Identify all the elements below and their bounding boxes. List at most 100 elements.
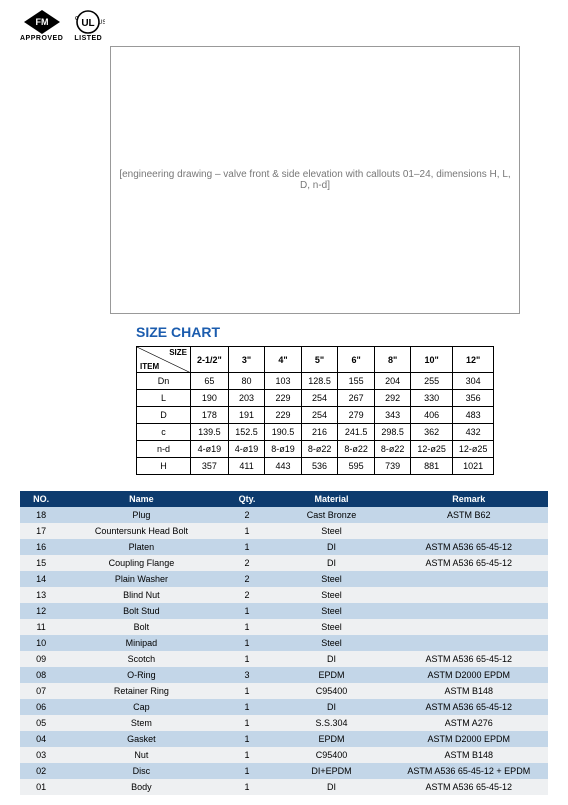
size-chart-row: D178191229254279343406483: [137, 407, 494, 424]
bom-row: 15Coupling Flange2DIASTM A536 65-45-12: [20, 555, 548, 571]
fm-subtext: APPROVED: [20, 35, 63, 42]
size-chart-title: SIZE CHART: [136, 324, 548, 340]
header-size-label: SIZE: [169, 348, 187, 357]
size-cell: 255: [411, 373, 453, 390]
bom-no: 02: [20, 763, 62, 779]
bom-qty: 1: [221, 747, 274, 763]
drawing-placeholder: [engineering drawing – valve front & sid…: [111, 161, 519, 199]
bom-row: 02Disc1DI+EPDMASTM A536 65-45-12 + EPDM: [20, 763, 548, 779]
bom-qty: 1: [221, 699, 274, 715]
bom-material: EPDM: [273, 667, 389, 683]
certification-logos: FM APPROVED UL c US LISTED: [20, 10, 548, 42]
bom-qty: 3: [221, 667, 274, 683]
bom-name: Nut: [62, 747, 220, 763]
size-cell: 4-ø19: [228, 441, 265, 458]
bom-name: Countersunk Head Bolt: [62, 523, 220, 539]
bom-header-remark: Remark: [390, 491, 548, 507]
size-cell: 330: [411, 390, 453, 407]
size-col: 12": [452, 347, 494, 373]
bom-remark: ASTM D2000 EPDM: [390, 667, 548, 683]
size-cell: 12-ø25: [411, 441, 453, 458]
bom-no: 15: [20, 555, 62, 571]
size-chart-row: Dn6580103128.5155204255304: [137, 373, 494, 390]
size-row-label: L: [137, 390, 191, 407]
size-chart-row: L190203229254267292330356: [137, 390, 494, 407]
ul-us: US: [98, 20, 105, 26]
bom-remark: ASTM A536 65-45-12: [390, 779, 548, 795]
size-row-label: n-d: [137, 441, 191, 458]
size-cell: 12-ø25: [452, 441, 494, 458]
size-col: 2-1/2": [191, 347, 229, 373]
bom-row: 10Minipad1Steel: [20, 635, 548, 651]
bom-qty: 1: [221, 539, 274, 555]
bom-no: 09: [20, 651, 62, 667]
size-cell: 4-ø19: [191, 441, 229, 458]
bom-qty: 1: [221, 763, 274, 779]
bom-qty: 2: [221, 587, 274, 603]
size-cell: 229: [265, 390, 302, 407]
bom-row: 13Blind Nut2Steel: [20, 587, 548, 603]
size-cell: 203: [228, 390, 265, 407]
bom-no: 01: [20, 779, 62, 795]
bom-no: 05: [20, 715, 62, 731]
size-cell: 739: [374, 458, 411, 475]
size-cell: 229: [265, 407, 302, 424]
bom-remark: ASTM B148: [390, 747, 548, 763]
bom-material: DI: [273, 651, 389, 667]
bom-qty: 1: [221, 779, 274, 795]
bom-row: 16Platen1DIASTM A536 65-45-12: [20, 539, 548, 555]
bom-header-no: NO.: [20, 491, 62, 507]
bom-material: C95400: [273, 683, 389, 699]
bom-row: 14Plain Washer2Steel: [20, 571, 548, 587]
bom-row: 01Body1DIASTM A536 65-45-12: [20, 779, 548, 795]
size-cell: 343: [374, 407, 411, 424]
bom-material: C95400: [273, 747, 389, 763]
size-cell: 216: [301, 424, 338, 441]
bom-qty: 1: [221, 603, 274, 619]
bom-qty: 1: [221, 715, 274, 731]
size-cell: 254: [301, 407, 338, 424]
size-cell: 254: [301, 390, 338, 407]
bom-header-row: NO. Name Qty. Material Remark: [20, 491, 548, 507]
bom-remark: [390, 603, 548, 619]
bom-remark: [390, 571, 548, 587]
bom-no: 10: [20, 635, 62, 651]
size-cell: 190: [191, 390, 229, 407]
size-cell: 1021: [452, 458, 494, 475]
bom-no: 08: [20, 667, 62, 683]
size-cell: 483: [452, 407, 494, 424]
bom-no: 13: [20, 587, 62, 603]
size-cell: 190.5: [265, 424, 302, 441]
size-cell: 103: [265, 373, 302, 390]
size-col: 3": [228, 347, 265, 373]
bom-name: Retainer Ring: [62, 683, 220, 699]
bom-name: Blind Nut: [62, 587, 220, 603]
size-cell: 595: [338, 458, 375, 475]
bom-row: 17Countersunk Head Bolt1Steel: [20, 523, 548, 539]
size-cell: 128.5: [301, 373, 338, 390]
bom-name: Stem: [62, 715, 220, 731]
bom-qty: 1: [221, 683, 274, 699]
size-cell: 204: [374, 373, 411, 390]
size-cell: 139.5: [191, 424, 229, 441]
ul-c: c: [75, 15, 79, 22]
bom-qty: 1: [221, 731, 274, 747]
bom-no: 11: [20, 619, 62, 635]
size-cell: 356: [452, 390, 494, 407]
size-cell: 304: [452, 373, 494, 390]
engineering-drawing: [engineering drawing – valve front & sid…: [110, 46, 520, 314]
bom-qty: 1: [221, 635, 274, 651]
size-cell: 178: [191, 407, 229, 424]
size-row-label: c: [137, 424, 191, 441]
bom-material: Steel: [273, 635, 389, 651]
bom-qty: 2: [221, 507, 274, 523]
bom-header-name: Name: [62, 491, 220, 507]
bom-remark: [390, 635, 548, 651]
bom-name: Cap: [62, 699, 220, 715]
bom-name: Bolt: [62, 619, 220, 635]
bom-name: Minipad: [62, 635, 220, 651]
size-col: 10": [411, 347, 453, 373]
size-chart-row: n-d4-ø194-ø198-ø198-ø228-ø228-ø2212-ø251…: [137, 441, 494, 458]
bom-material: Steel: [273, 571, 389, 587]
bom-material: DI: [273, 779, 389, 795]
